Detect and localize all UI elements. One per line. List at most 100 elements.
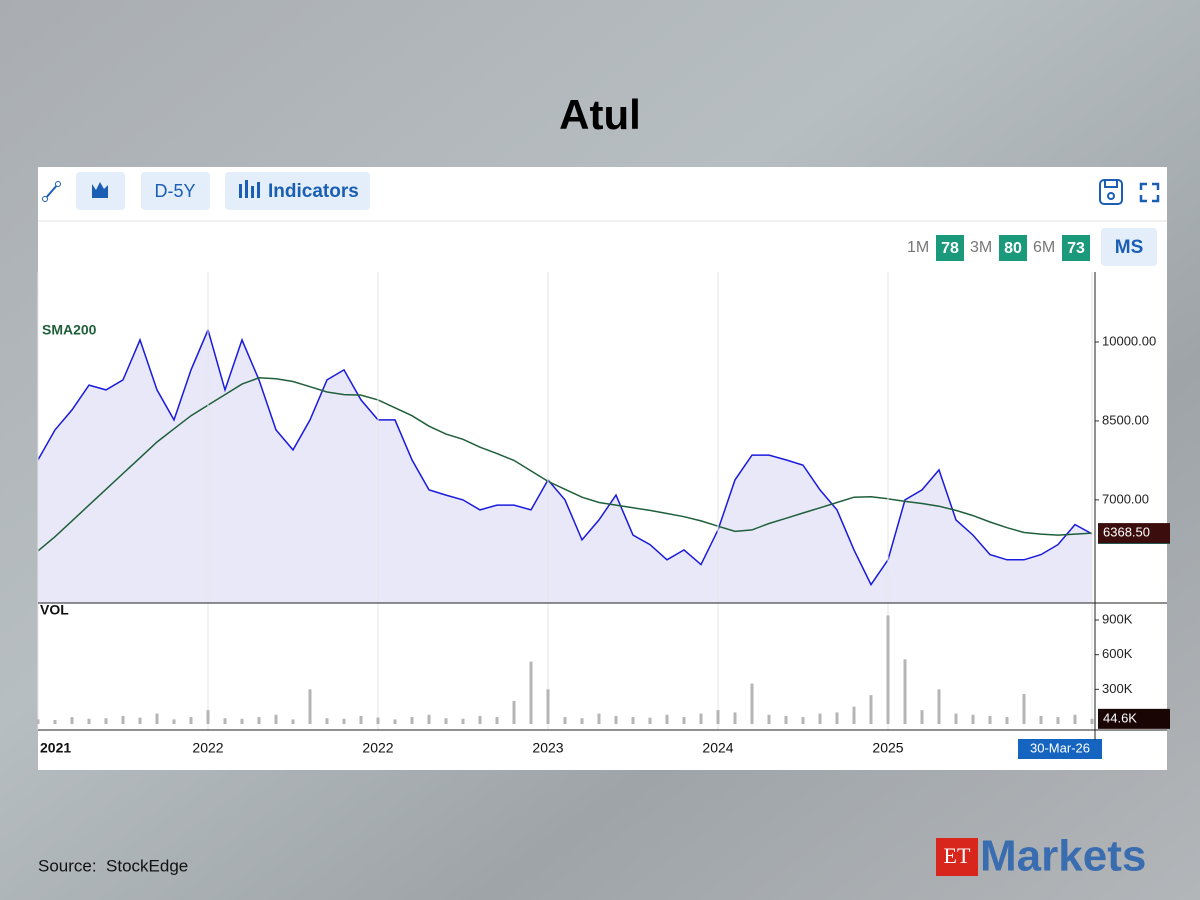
volume-bar <box>733 712 737 724</box>
volume-bar <box>478 715 482 724</box>
expand-button[interactable] <box>1139 182 1160 203</box>
volume-bar <box>1073 714 1077 724</box>
chart: 7000.008500.0010000.006352.87SMA2006368.… <box>36 272 1170 759</box>
volume-bar <box>1039 715 1043 724</box>
volume-bar <box>665 714 669 724</box>
score-period: 1M <box>907 239 929 256</box>
volume-bar <box>580 718 584 724</box>
volume-bar <box>172 719 176 724</box>
y-tick-label: 300K <box>1102 681 1133 696</box>
volume-bar <box>631 717 635 724</box>
volume-bar <box>410 717 414 724</box>
score-value: 80 <box>1004 240 1022 257</box>
y-tick-label: 600K <box>1102 646 1133 661</box>
last-value-label: 44.6K <box>1103 710 1137 725</box>
logo-et: ET <box>944 843 971 868</box>
score-box <box>1062 235 1090 261</box>
x-tick-label: 2022 <box>192 740 223 756</box>
page-title: Atul <box>559 91 641 138</box>
volume-bar <box>223 718 227 724</box>
volume-bar <box>750 683 754 724</box>
volume-bar <box>104 718 108 724</box>
score-value: 73 <box>1067 240 1085 257</box>
volume-bar <box>308 689 312 724</box>
volume-bar <box>1056 717 1060 724</box>
range-button[interactable]: D-5Y <box>141 172 210 210</box>
save-button[interactable] <box>1099 179 1123 205</box>
volume-bar <box>801 717 805 724</box>
volume-bar <box>563 717 567 724</box>
volume-bar <box>852 706 856 724</box>
last-value-badge <box>1098 708 1170 729</box>
volume-bar <box>87 718 91 724</box>
volume-bar <box>342 718 346 724</box>
volume-bar <box>546 689 550 724</box>
volume-bar <box>359 715 363 724</box>
score-box <box>936 235 964 261</box>
indicators-button[interactable]: Indicators <box>225 172 370 210</box>
volume-label: VOL <box>40 602 69 618</box>
x-tick-label: 2024 <box>702 740 733 756</box>
score-box <box>999 235 1027 261</box>
volume-bar <box>835 712 839 724</box>
logo: ET Markets <box>936 832 1146 881</box>
volume-bar <box>36 719 40 724</box>
x-tick-label: 2021 <box>40 740 71 756</box>
volume-bar <box>444 718 448 724</box>
sma-line <box>37 377 1093 552</box>
volume-bar <box>971 714 975 724</box>
volume-bar <box>393 719 397 724</box>
volume-bar <box>53 719 57 724</box>
volume-bar <box>274 714 278 724</box>
volume-bar <box>325 718 329 724</box>
ms-button[interactable]: MS <box>1101 228 1157 266</box>
chart-type-button[interactable] <box>76 172 125 210</box>
x-tick-label: 2023 <box>532 740 563 756</box>
volume-bar <box>614 715 618 724</box>
volume-bar <box>495 717 499 724</box>
volume-bar <box>512 700 516 724</box>
volume-bar <box>1022 693 1026 724</box>
volume-bar <box>240 718 244 724</box>
current-date-badge <box>1018 739 1102 759</box>
volume-bar <box>886 615 890 724</box>
score-period: 3M <box>970 239 992 256</box>
volume-bar <box>206 710 210 724</box>
y-tick-label: 7000.00 <box>1102 491 1149 506</box>
draw-tool[interactable] <box>42 181 61 202</box>
logo-text: Markets <box>980 832 1146 881</box>
volume-bar <box>1090 718 1094 724</box>
volume-bar <box>903 659 907 724</box>
x-tick-label: 2025 <box>872 740 903 756</box>
volume-bar <box>988 715 992 724</box>
range-label: D-5Y <box>154 181 195 201</box>
volume-bar <box>257 717 261 724</box>
x-tick-label: 30-Mar-26 <box>1030 740 1090 755</box>
source: Source: StockEdge <box>38 856 188 875</box>
last-value-label: 6368.50 <box>1103 525 1150 540</box>
legend-label: SMA200 <box>42 322 97 338</box>
volume-bar <box>70 717 74 724</box>
volume-bar <box>291 719 295 724</box>
volume-bar <box>767 714 771 724</box>
last-value-badge <box>1098 523 1170 544</box>
volume-bar <box>121 715 125 724</box>
volume-bar <box>937 689 941 724</box>
scores: 1M 78 3M 80 6M 73 <box>907 235 1090 261</box>
volume-bar <box>954 713 958 724</box>
volume-bar <box>189 717 193 724</box>
volume-bar <box>920 710 924 724</box>
volume-bar <box>529 661 533 724</box>
volume-bar <box>648 717 652 724</box>
volume-bar <box>597 713 601 724</box>
volume-bar <box>427 714 431 724</box>
ms-label: MS <box>1115 237 1144 258</box>
y-tick-label: 10000.00 <box>1102 333 1156 348</box>
x-tick-label: 2022 <box>362 740 393 756</box>
price-line <box>37 327 1093 587</box>
volume-bar <box>138 717 142 724</box>
volume-bar <box>461 718 465 724</box>
indicators-label: Indicators <box>268 181 359 202</box>
volume-bar <box>155 713 159 724</box>
